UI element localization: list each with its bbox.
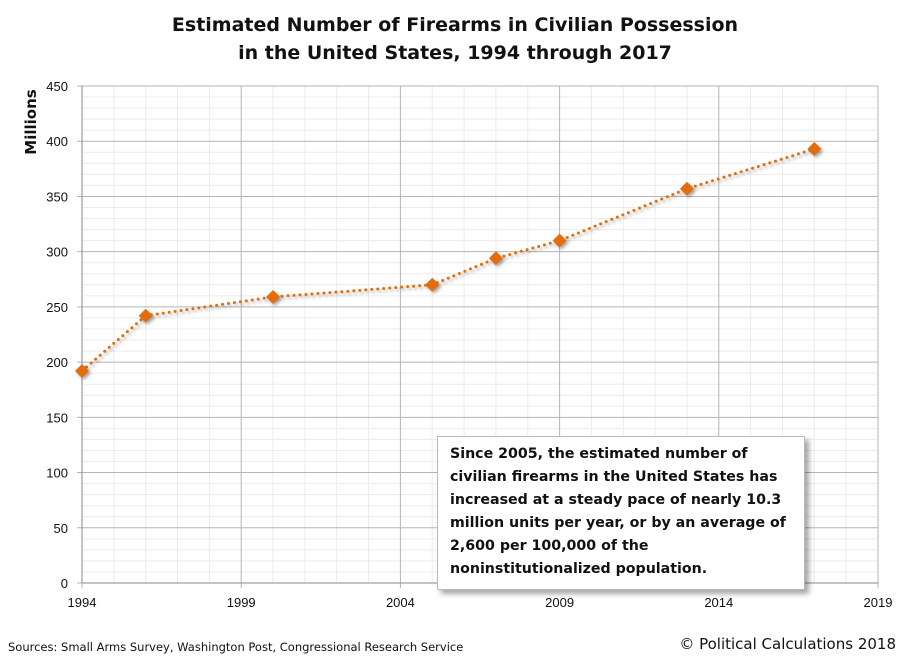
data-point-2013 <box>679 181 694 196</box>
y-axis-label: Millions <box>22 89 40 154</box>
x-tick-label: 2009 <box>545 595 574 610</box>
data-point-1996 <box>138 308 153 323</box>
data-point-2007 <box>488 251 503 266</box>
y-tick-label: 250 <box>46 300 68 315</box>
x-tick-label: 2014 <box>704 595 733 610</box>
y-tick-label: 350 <box>46 189 68 204</box>
data-point-2005 <box>425 277 440 292</box>
annotation-box: Since 2005, the estimated number of civi… <box>437 436 805 590</box>
chart-title-line-1: Estimated Number of Firearms in Civilian… <box>171 14 739 36</box>
y-tick-label: 100 <box>46 466 68 481</box>
y-tick-label: 150 <box>46 410 68 425</box>
y-tick-label: 0 <box>61 576 68 591</box>
data-point-2000 <box>266 289 281 304</box>
copyright-note: © Political Calculations 2018 <box>679 635 896 653</box>
sources-note: Sources: Small Arms Survey, Washington P… <box>8 640 464 654</box>
data-point-2017 <box>807 141 822 156</box>
data-point-2009 <box>552 233 567 248</box>
series-line <box>80 147 816 373</box>
y-tick-label: 50 <box>54 521 68 536</box>
x-tick-label: 1994 <box>68 595 97 610</box>
chart-title-line-2: in the United States, 1994 through 2017 <box>238 42 672 64</box>
y-tick-label: 200 <box>46 355 68 370</box>
y-tick-label: 450 <box>46 79 68 94</box>
y-tick-label: 300 <box>46 245 68 260</box>
y-tick-label: 400 <box>46 134 68 149</box>
x-tick-label: 2004 <box>386 595 415 610</box>
data-point-1994 <box>75 363 89 378</box>
x-tick-label: 1999 <box>227 595 256 610</box>
x-tick-label: 2019 <box>864 595 893 610</box>
